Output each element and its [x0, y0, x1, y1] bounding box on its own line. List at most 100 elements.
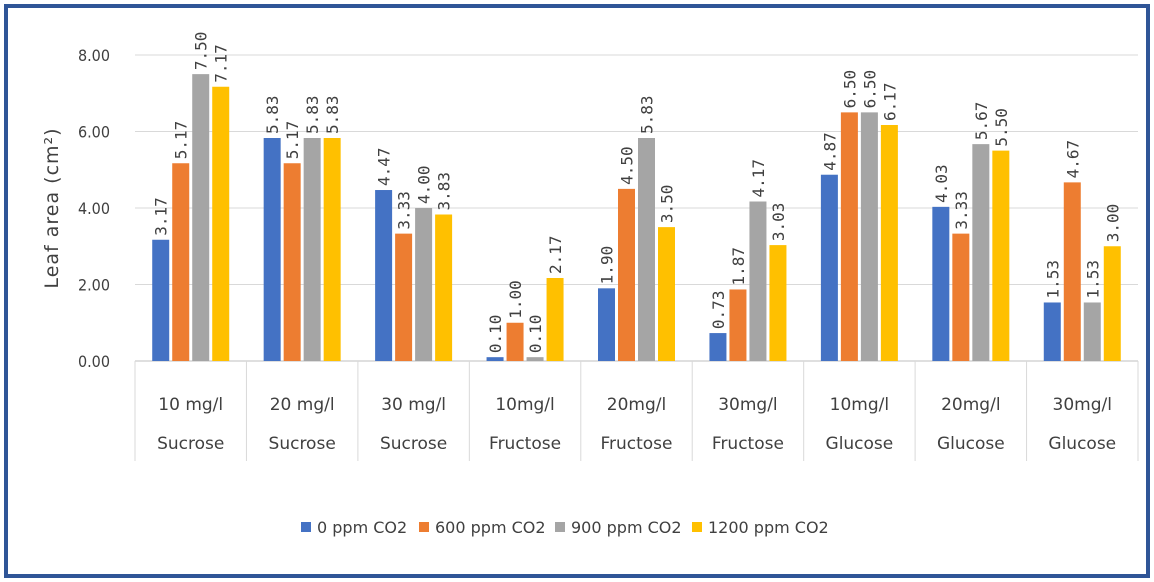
x-category-label: 10mg/l [495, 395, 554, 415]
x-category-label: 20mg/l [607, 395, 666, 415]
data-label: 5.50 [992, 108, 1011, 147]
x-category-label: 10mg/l [830, 395, 889, 415]
data-label: 4.03 [932, 164, 951, 203]
data-label: 4.00 [415, 165, 434, 204]
x-category-label: 20 mg/l [270, 395, 335, 415]
y-tick-label: 6.00 [78, 123, 110, 142]
data-label: 6.50 [860, 70, 879, 109]
x-category-label: 20mg/l [941, 395, 1000, 415]
data-labels: 3.175.177.50 7.175.835.175.83 5.834.473.33… [152, 32, 1123, 354]
bar [880, 124, 898, 361]
bar [658, 227, 675, 361]
bar [506, 322, 524, 361]
bar [546, 277, 564, 361]
bar [323, 138, 341, 361]
x-axis-categories: 10 mg/l Sucrose 20 mg/l Sucrose 30 mg/l Sucro… [157, 395, 1116, 454]
x-category-label: 10 mg/l [158, 395, 223, 415]
data-label: 6.17 [880, 82, 899, 121]
bar [486, 357, 504, 361]
data-label: 3.33 [952, 191, 971, 230]
x-category-label: Glucose [1048, 434, 1116, 454]
y-tick-label: 8.00 [78, 46, 110, 65]
legend-swatch [555, 522, 565, 532]
bar [932, 206, 950, 361]
data-label: 4.67 [1063, 140, 1082, 179]
x-category-label: 30 mg/l [381, 395, 446, 415]
legend-swatch [419, 522, 429, 532]
bar [303, 138, 321, 361]
data-label: 4.47 [375, 147, 394, 186]
x-category-label: Fructose [712, 434, 784, 454]
data-label: 7.17 [212, 44, 231, 83]
bar [638, 138, 655, 361]
bar [375, 190, 393, 361]
bar [435, 214, 453, 361]
x-category-label: Sucrose [269, 434, 336, 454]
bar [769, 245, 787, 361]
bar [618, 188, 635, 361]
legend: 0 ppm CO2 600 ppm CO2 900 ppm CO2 1200 ppm … [301, 518, 829, 537]
legend-label: 600 ppm CO2 [435, 518, 546, 537]
bar [526, 357, 544, 361]
x-category-label: Sucrose [380, 434, 447, 454]
bar [729, 289, 747, 361]
x-category-label: 30mg/l [1053, 395, 1112, 415]
data-label: 3.03 [769, 203, 788, 242]
legend-label: 900 ppm CO2 [571, 518, 682, 537]
leaf-area-bar-chart: 3.175.177.50 7.175.835.175.83 5.834.473.33… [41, 32, 1139, 537]
bar [172, 163, 190, 361]
bar [1063, 182, 1081, 361]
data-label: 3.00 [1103, 204, 1122, 243]
bar [709, 333, 727, 361]
chart-frame: 3.17 5.17 7.50 7.17 5.83 5.17 5.83 5.83 4.47 3.33… [4, 4, 1150, 578]
legend-swatch [692, 522, 702, 532]
data-label: 5.83 [323, 95, 342, 134]
bar [263, 138, 281, 361]
data-label: 1.00 [506, 280, 525, 319]
data-label: 3.83 [435, 172, 454, 211]
bar [283, 163, 301, 361]
data-label: 4.50 [618, 146, 637, 185]
y-tick-label: 4.00 [78, 199, 110, 218]
data-label: 3.33 [395, 191, 414, 230]
data-label: 5.17 [172, 121, 191, 160]
legend-swatch [301, 522, 311, 532]
data-label: 1.90 [598, 246, 617, 285]
data-label: 5.17 [283, 121, 302, 160]
bar [415, 208, 433, 361]
bar [192, 74, 210, 361]
bar [820, 174, 838, 361]
y-tick-label: 2.00 [78, 276, 110, 295]
bar [840, 112, 858, 361]
bar [212, 86, 230, 361]
bar [1103, 246, 1121, 361]
y-axis-ticks: 0.00 2.00 4.00 6.00 8.00 [78, 46, 110, 371]
y-axis-label: Leaf area (cm²) [41, 127, 63, 288]
data-label: 0.10 [526, 315, 545, 354]
x-category-label: Fructose [600, 434, 672, 454]
bar [395, 233, 413, 361]
x-category-label: Fructose [489, 434, 561, 454]
data-label: 4.17 [749, 159, 768, 198]
data-label: 5.67 [972, 102, 991, 141]
x-category-label: 30mg/l [718, 395, 777, 415]
data-label: 4.87 [820, 132, 839, 171]
bar [749, 201, 767, 361]
x-category-label: Glucose [826, 434, 894, 454]
bar [1083, 302, 1101, 361]
data-label: 7.50 [192, 32, 211, 71]
data-label: 3.50 [658, 185, 677, 224]
bar [952, 233, 970, 361]
bar [598, 288, 615, 361]
bars [152, 74, 1121, 361]
data-label: 1.87 [729, 247, 748, 286]
data-label: 1.53 [1043, 260, 1062, 299]
data-label: 0.10 [486, 315, 505, 354]
x-category-label: Glucose [937, 434, 1005, 454]
bar [1043, 302, 1061, 361]
data-label: 1.53 [1083, 260, 1102, 299]
y-tick-label: 0.00 [78, 352, 110, 371]
data-label: 0.73 [709, 291, 728, 330]
bar [992, 150, 1010, 361]
data-label: 6.50 [840, 70, 859, 109]
